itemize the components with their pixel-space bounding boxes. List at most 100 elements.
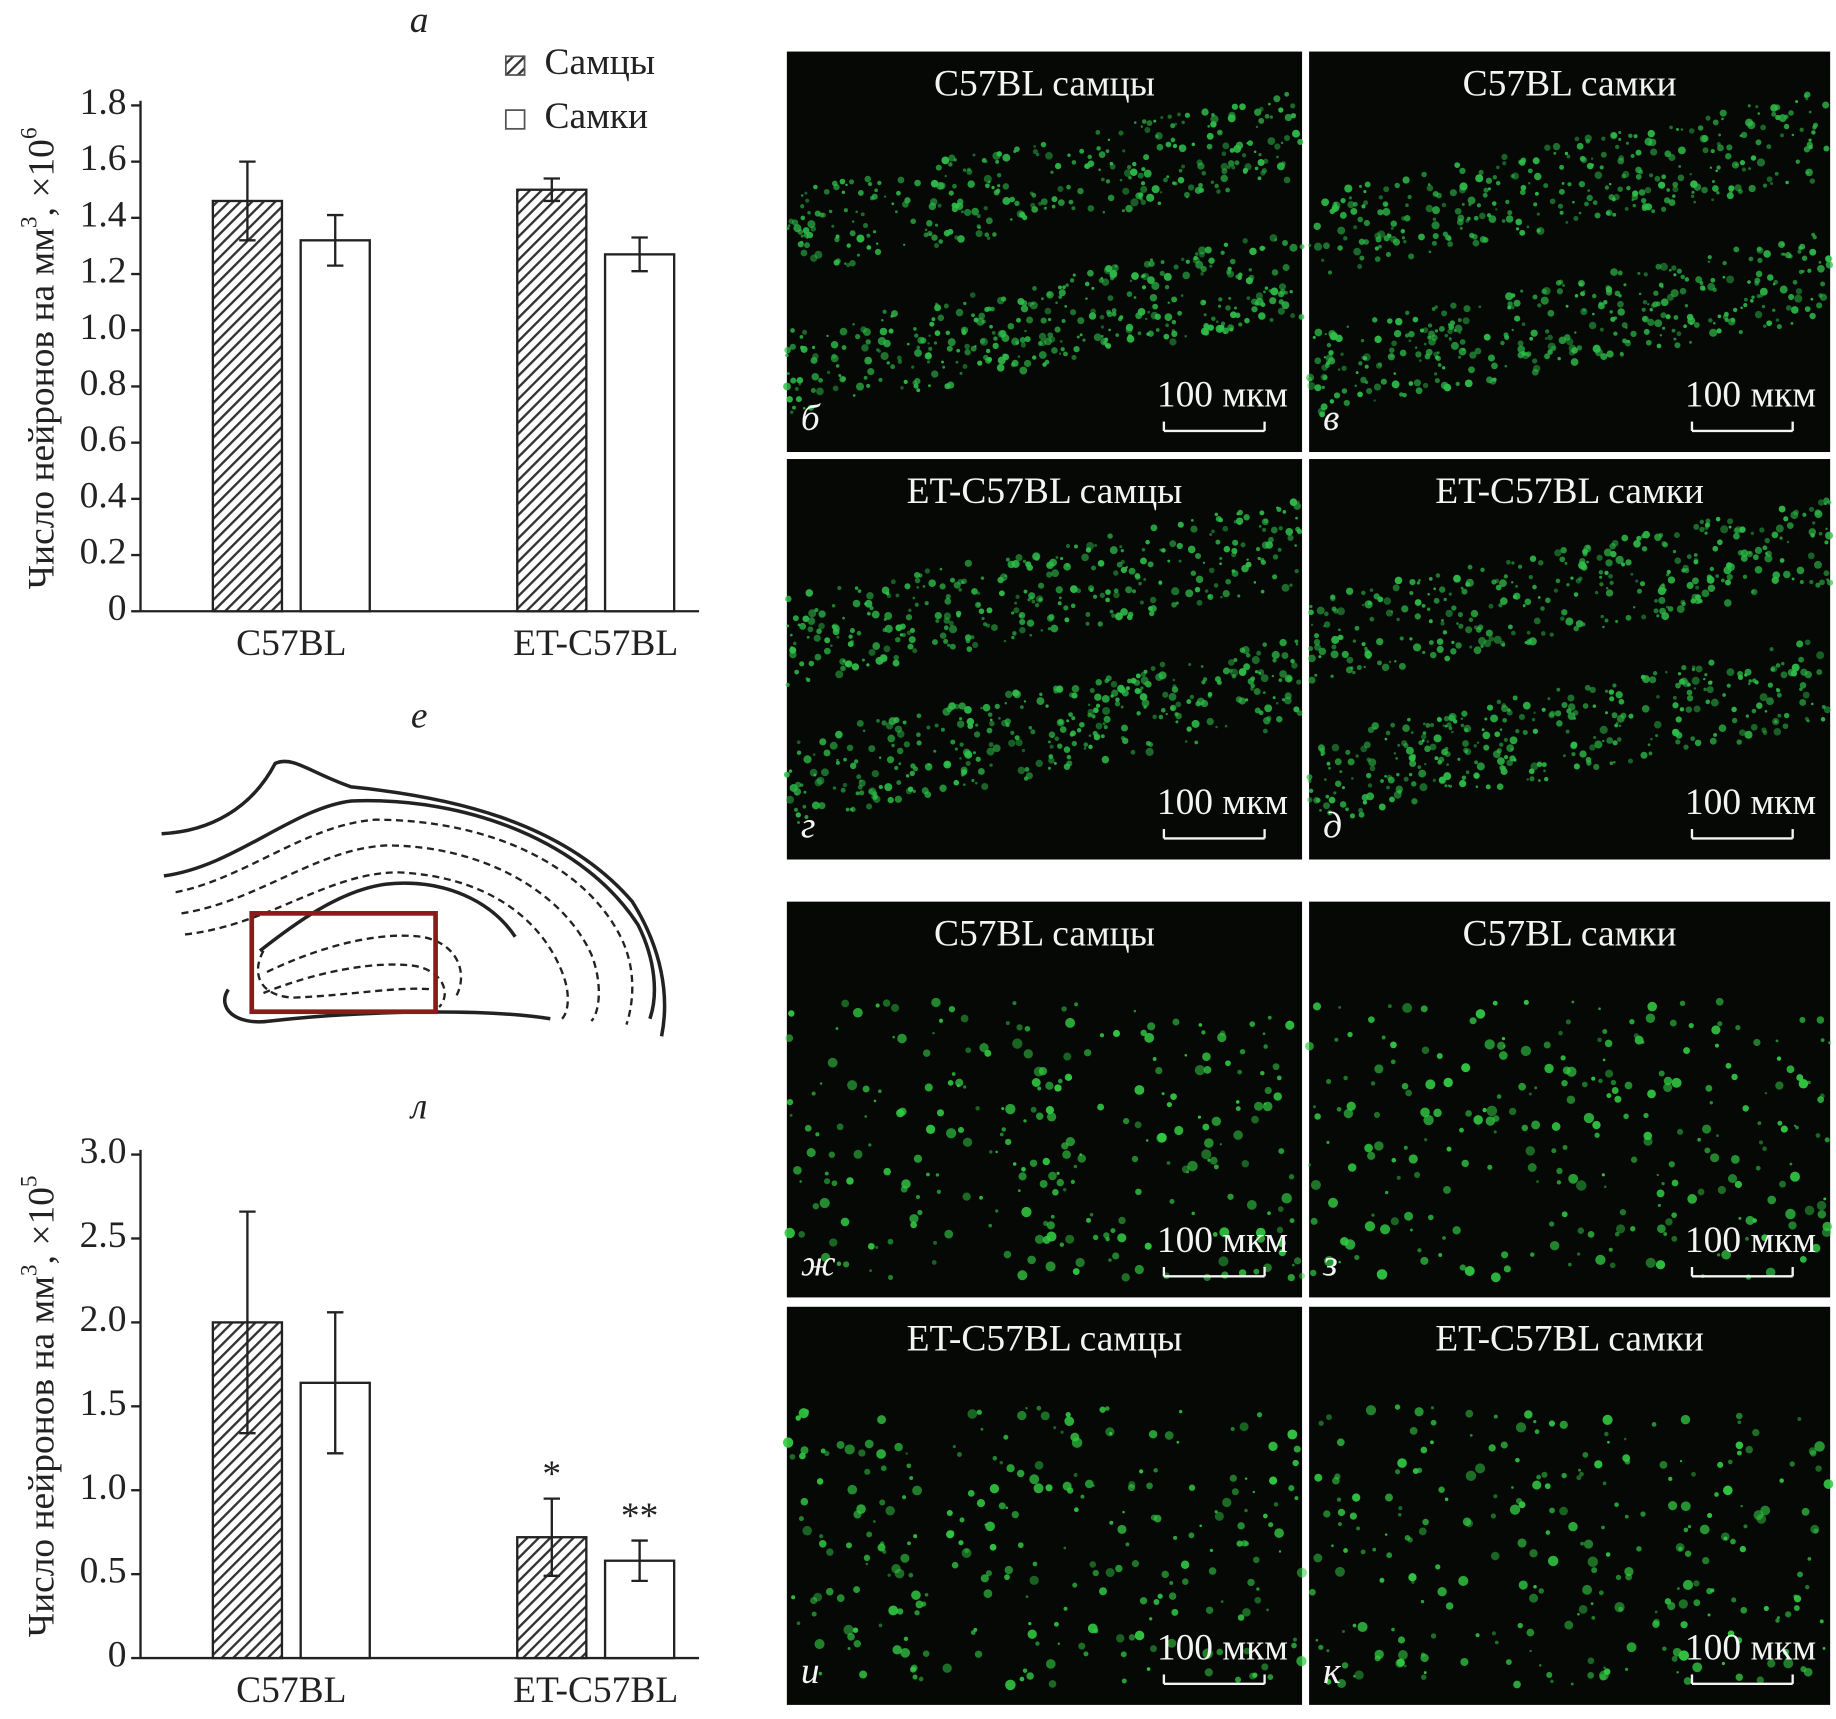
- cell-speck: [909, 770, 915, 777]
- cell-speck: [908, 608, 912, 613]
- cell-speck: [1780, 133, 1784, 138]
- cell-speck: [1814, 509, 1821, 516]
- cell-speck: [1114, 264, 1118, 268]
- cell-speck: [805, 198, 810, 203]
- cell-speck: [1344, 184, 1353, 193]
- cell-speck: [992, 1456, 998, 1461]
- cell-speck: [1663, 1232, 1668, 1236]
- cell-speck: [823, 188, 830, 195]
- cell-speck: [1664, 670, 1668, 674]
- cell-speck: [1573, 625, 1579, 632]
- cell-speck: [1584, 684, 1591, 691]
- cell-speck: [1003, 1250, 1012, 1259]
- cell-speck: [1701, 186, 1708, 194]
- cell-speck: [1158, 671, 1167, 680]
- cell-speck: [1098, 168, 1101, 171]
- cell-speck: [1815, 1465, 1822, 1472]
- cell-speck: [1549, 1240, 1560, 1251]
- cell-speck: [1460, 723, 1465, 728]
- cell-speck: [1378, 803, 1386, 811]
- cell-speck: [1364, 364, 1369, 369]
- cell-speck: [1133, 1009, 1137, 1013]
- cell-speck: [1515, 728, 1520, 734]
- cell-speck: [1272, 658, 1277, 663]
- cell-speck: [1063, 562, 1072, 571]
- cell-speck: [1721, 1661, 1726, 1666]
- cell-speck: [864, 1468, 871, 1475]
- cell-speck: [1480, 644, 1484, 648]
- cell-speck: [857, 589, 862, 593]
- cell-speck: [1064, 1416, 1075, 1427]
- cell-speck: [1791, 306, 1799, 314]
- cell-speck: [831, 603, 836, 608]
- cell-speck: [1298, 314, 1305, 320]
- cell-speck: [1549, 198, 1556, 205]
- cell-speck: [1660, 285, 1664, 289]
- cell-speck: [1659, 262, 1668, 271]
- cell-speck: [1827, 579, 1834, 586]
- cell-speck: [1622, 338, 1628, 344]
- cell-speck: [1123, 1118, 1130, 1125]
- cell-speck: [939, 567, 943, 571]
- cell-speck: [1042, 1157, 1050, 1166]
- cell-speck: [1196, 599, 1203, 606]
- cell-speck: [1598, 1007, 1601, 1011]
- cell-speck: [1590, 157, 1594, 160]
- cell-speck: [1745, 714, 1750, 718]
- cell-speck: [1127, 1484, 1136, 1492]
- cell-speck: [875, 1245, 879, 1249]
- cell-speck: [1785, 1611, 1792, 1618]
- cell-speck: [1073, 1473, 1078, 1478]
- cell-speck: [1596, 554, 1603, 561]
- cell-speck: [1659, 333, 1663, 337]
- cell-speck: [1111, 613, 1116, 618]
- cell-speck: [1247, 140, 1253, 146]
- cell-speck: [1278, 299, 1284, 305]
- cell-speck: [1187, 1160, 1198, 1172]
- cell-speck: [1137, 331, 1142, 336]
- panel-letter: ж: [801, 1244, 836, 1285]
- cell-speck: [1347, 758, 1355, 766]
- cell-speck: [855, 333, 861, 340]
- cell-speck: [991, 330, 996, 335]
- cell-speck: [997, 184, 1001, 188]
- cell-speck: [973, 1627, 978, 1632]
- cell-speck: [1082, 338, 1086, 342]
- cell-speck: [1497, 1041, 1506, 1050]
- cell-speck: [1528, 1092, 1532, 1096]
- cell-speck: [1428, 576, 1433, 581]
- cell-speck: [1030, 596, 1034, 600]
- cell-speck: [1100, 177, 1105, 182]
- cell-speck: [1331, 644, 1337, 650]
- cell-speck: [791, 1595, 796, 1600]
- cell-speck: [1592, 704, 1597, 708]
- cell-speck: [1534, 1086, 1538, 1090]
- cell-speck: [1704, 531, 1708, 535]
- cell-speck: [1697, 1188, 1705, 1196]
- cell-speck: [916, 740, 922, 746]
- cell-speck: [1776, 692, 1782, 698]
- cell-speck: [1656, 343, 1662, 349]
- cell-speck: [846, 263, 851, 268]
- cell-speck: [1647, 318, 1655, 326]
- cell-speck: [790, 377, 797, 384]
- cell-speck: [1775, 524, 1784, 533]
- cell-speck: [1827, 500, 1832, 505]
- cell-speck: [1326, 1414, 1332, 1421]
- cell-speck: [1215, 725, 1218, 729]
- cell-speck: [1250, 683, 1256, 689]
- cell-speck: [1671, 265, 1677, 271]
- cell-speck: [864, 356, 873, 365]
- cell-speck: [1757, 257, 1763, 264]
- cell-speck: [1294, 1496, 1299, 1501]
- cell-speck: [855, 382, 865, 391]
- cell-speck: [1313, 638, 1321, 646]
- cell-speck: [1731, 1073, 1738, 1081]
- cell-speck: [1724, 599, 1732, 607]
- cell-speck: [1491, 579, 1497, 585]
- cell-speck: [1331, 743, 1340, 752]
- cell-speck: [1511, 1486, 1514, 1489]
- cell-speck: [1271, 674, 1275, 678]
- cell-speck: [900, 1553, 910, 1563]
- cell-speck: [1730, 1538, 1736, 1545]
